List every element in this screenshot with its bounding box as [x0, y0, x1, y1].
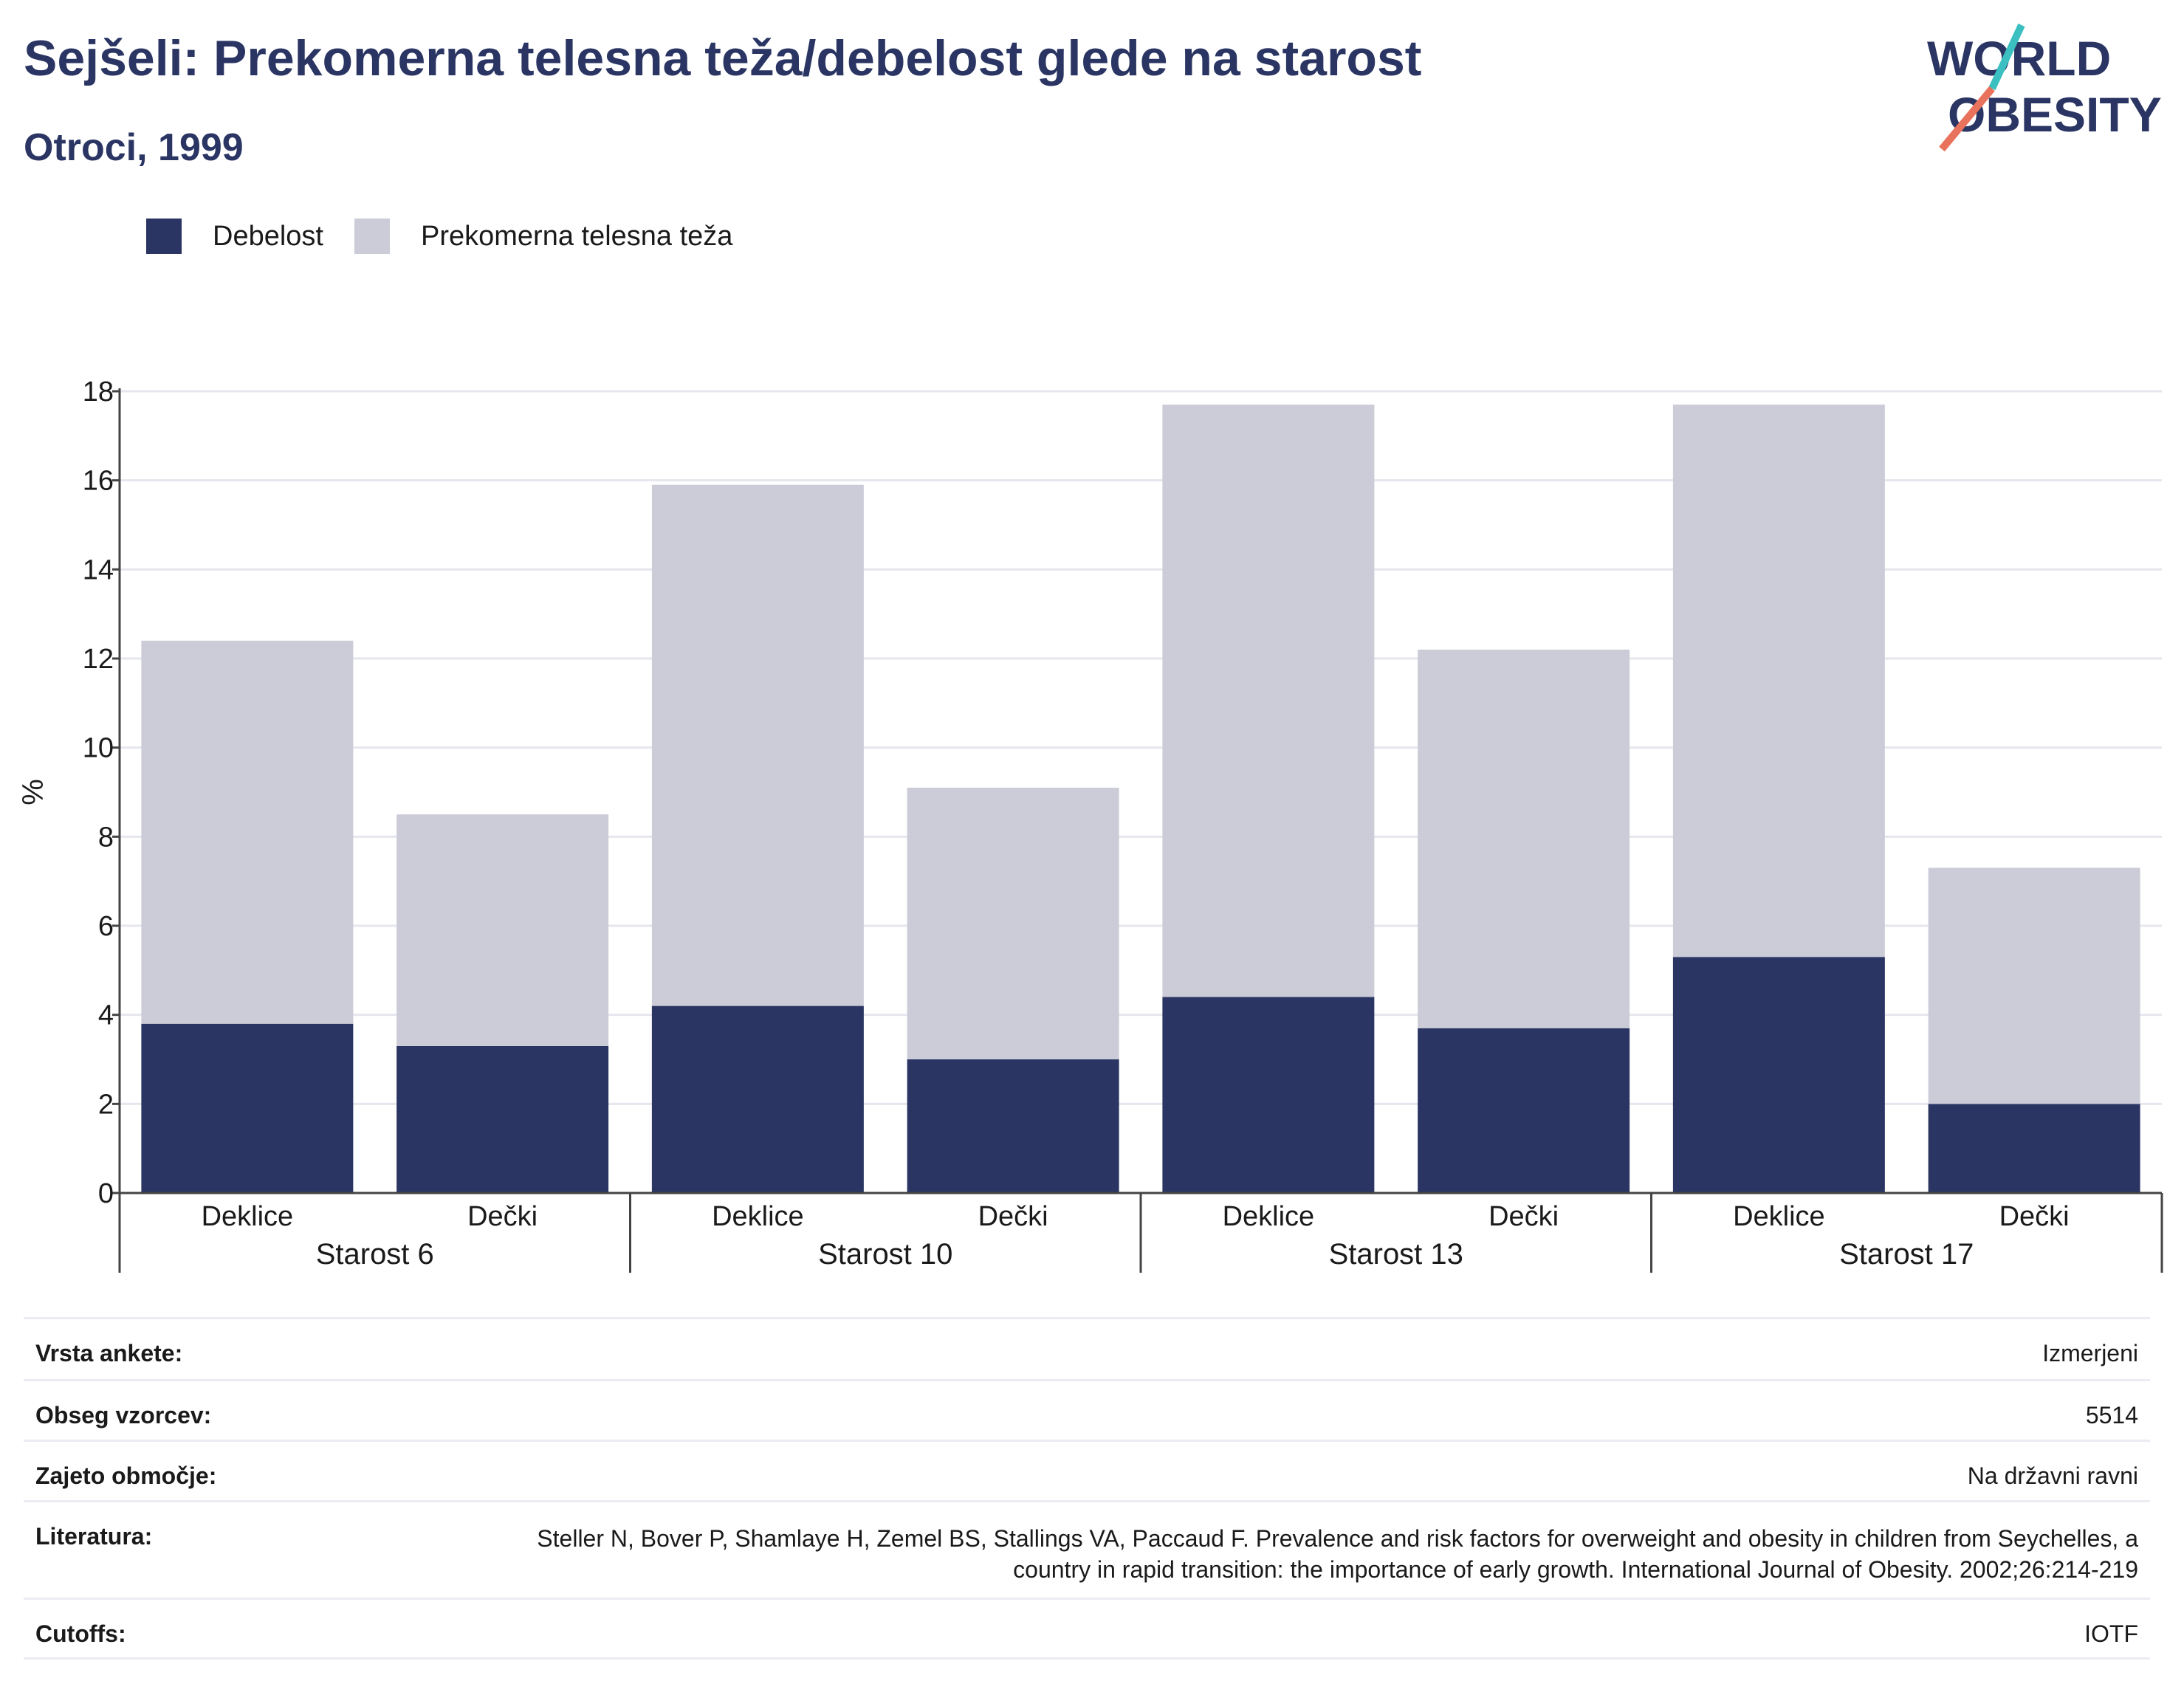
x-tick-label: Deklice [1733, 1201, 1825, 1232]
info-value: 5514 [2085, 1402, 2138, 1428]
info-label: Cutoffs: [35, 1620, 126, 1647]
group-label: Starost 10 [818, 1238, 952, 1271]
stacked-bar-chart: 0 2 4 6 8 10 12 14 16 18% Deklice Dečki Deklice Dečki… [17, 377, 2163, 1273]
info-row-sample-size: Obseg vzorcev: 5514 [24, 1379, 2150, 1440]
info-value: Na državni ravni [1967, 1462, 2138, 1489]
bar-obesity [396, 1045, 609, 1193]
bar-obesity [1672, 957, 1885, 1193]
bar-overweight [651, 484, 864, 1006]
legend-label-overweight: Prekomerna telesna teža [420, 220, 733, 252]
bar-overweight [396, 814, 609, 1046]
bar-obesity [651, 1005, 864, 1193]
info-label: Literatura: [35, 1523, 153, 1550]
logo-slash-coral [1939, 86, 1995, 152]
logo-line1: WORLD [1927, 31, 2111, 86]
axes [112, 388, 2163, 1273]
info-row-reference: Literatura: Steller N, Bover P, Shamlaye… [24, 1500, 2150, 1598]
bar-obesity [907, 1059, 1119, 1193]
bar-obesity [141, 1023, 354, 1193]
info-value-reference: Steller N, Bover P, Shamlaye H, Zemel BS… [537, 1525, 2138, 1583]
y-axis-title: % [17, 779, 49, 805]
logo-slash-teal [1988, 23, 2025, 91]
bar-overweight [1672, 405, 1885, 957]
bars [141, 405, 2140, 1193]
y-tick-label: 2 [98, 1089, 114, 1120]
legend-swatch-overweight [354, 219, 390, 254]
chart-subtitle: Otroci, 1999 [24, 126, 244, 169]
info-row-cutoffs: Cutoffs: IOTF [24, 1598, 2150, 1660]
x-tick-label: Dečki [467, 1201, 538, 1232]
legend-swatch-obesity [146, 219, 182, 254]
world-obesity-logo: WORLD OBESITY [1927, 23, 2162, 152]
bar-obesity [1928, 1104, 2140, 1193]
bar-overweight [1928, 867, 2140, 1104]
axis-labels: 0 2 4 6 8 10 12 14 16 18% Deklice Dečki Deklice Dečki… [17, 377, 2070, 1271]
bar-obesity [1418, 1028, 1630, 1193]
x-tick-label: Deklice [712, 1201, 804, 1232]
y-tick-label: 4 [98, 1000, 114, 1031]
x-tick-label: Dečki [1999, 1201, 2070, 1232]
y-tick-label: 18 [83, 377, 114, 408]
bar-overweight [1162, 405, 1375, 997]
x-tick-label: Dečki [978, 1201, 1048, 1232]
info-value: Izmerjeni [2042, 1340, 2138, 1366]
bar-overweight [1418, 649, 1630, 1028]
x-tick-label: Deklice [1223, 1201, 1315, 1232]
chart-title: Sejšeli: Prekomerna telesna teža/debelos… [24, 30, 1422, 86]
bar-overweight [141, 640, 354, 1024]
legend-item-overweight[interactable]: Prekomerna telesna teža [354, 219, 732, 254]
group-label: Starost 17 [1839, 1238, 1974, 1271]
y-tick-label: 10 [83, 733, 114, 764]
y-tick-label: 14 [83, 554, 114, 585]
info-label: Vrsta ankete: [35, 1340, 183, 1366]
x-tick-label: Deklice [202, 1201, 294, 1232]
group-label: Starost 6 [316, 1238, 434, 1271]
info-value: IOTF [2084, 1620, 2138, 1647]
y-tick-label: 12 [83, 644, 114, 675]
legend-item-obesity[interactable]: Debelost [146, 219, 323, 254]
y-tick-label: 8 [98, 822, 114, 853]
info-label: Zajeto območje: [35, 1462, 217, 1489]
x-tick-label: Dečki [1488, 1201, 1559, 1232]
survey-info-table: Vrsta ankete: Izmerjeni Obseg vzorcev: 5… [24, 1317, 2150, 1660]
info-label: Obseg vzorcev: [35, 1402, 212, 1428]
legend: Debelost Prekomerna telesna teža [146, 219, 763, 254]
y-tick-label: 6 [98, 911, 114, 942]
bar-obesity [1162, 997, 1375, 1193]
y-tick-label: 0 [98, 1178, 114, 1209]
y-tick-label: 16 [83, 466, 114, 497]
info-row-coverage: Zajeto območje: Na državni ravni [24, 1440, 2150, 1500]
group-label: Starost 13 [1329, 1238, 1463, 1271]
bar-overweight [907, 787, 1119, 1059]
info-row-survey-type: Vrsta ankete: Izmerjeni [24, 1317, 2150, 1379]
legend-label-obesity: Debelost [213, 220, 323, 252]
